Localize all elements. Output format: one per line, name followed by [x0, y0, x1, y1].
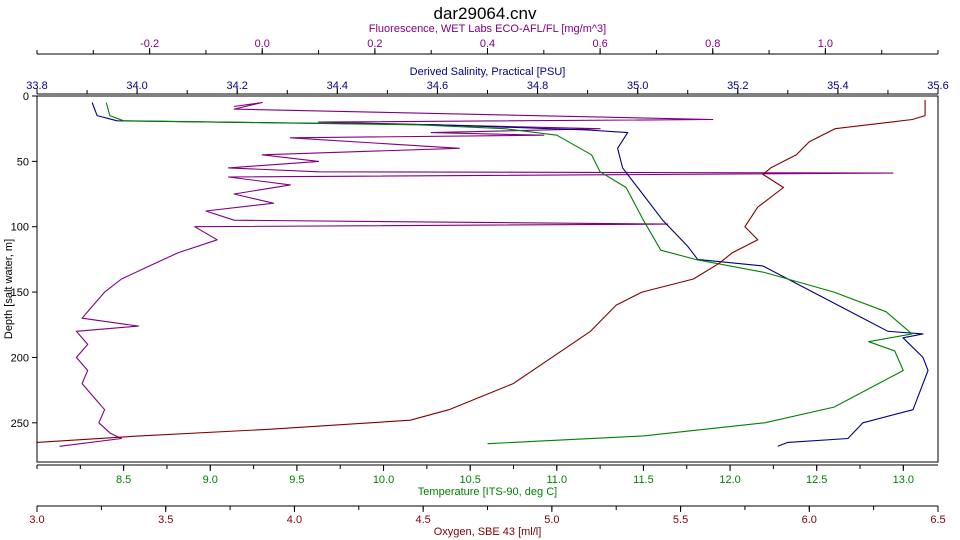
oxygen-axis-title: Oxygen, SBE 43 [ml/l] — [434, 526, 542, 538]
plot-area-frame — [36, 95, 939, 463]
oxygen-tick-label: 5.5 — [673, 514, 688, 526]
oxygen-profile-line — [36, 99, 926, 443]
fluorescence-tick-label: -0.2 — [140, 38, 159, 50]
temperature-tick-label: 9.0 — [203, 474, 218, 486]
oxygen-tick-label: 4.0 — [287, 514, 302, 526]
oxygen-tick-label: 6.5 — [930, 514, 945, 526]
fluorescence-tick-label: 0.0 — [255, 38, 270, 50]
temperature-axis-title: Temperature [ITS-90, deg C] — [418, 486, 557, 498]
temperature-tick-label: 10.0 — [373, 474, 394, 486]
temperature-tick-label: 11.5 — [633, 474, 654, 486]
salinity-tick-label: 34.0 — [126, 80, 147, 92]
salinity-tick-label: 35.2 — [727, 80, 748, 92]
fluorescence-axis-title: Fluorescence, WET Labs ECO-AFL/FL [mg/m^… — [369, 23, 606, 35]
temperature-tick-label: 8.5 — [116, 474, 131, 486]
temperature-tick-label: 12.0 — [719, 474, 740, 486]
y-tick-label: 250 — [11, 418, 29, 430]
salinity-profile-line — [91, 102, 929, 447]
fluorescence-profile-line — [59, 101, 894, 447]
salinity-tick-label: 34.2 — [227, 80, 248, 92]
oxygen-tick-label: 3.0 — [29, 514, 44, 526]
temperature-tick-label: 11.0 — [547, 474, 568, 486]
salinity-tick-label: 35.4 — [827, 80, 848, 92]
oxygen-tick-label: 4.5 — [415, 514, 430, 526]
fluorescence-tick-label: 0.2 — [367, 38, 382, 50]
salinity-tick-label: 34.8 — [527, 80, 548, 92]
fluorescence-tick-label: 1.0 — [818, 38, 833, 50]
chart-title: dar29064.cnv — [433, 4, 537, 23]
y-tick-label: 0 — [23, 91, 29, 103]
salinity-tick-label: 34.6 — [427, 80, 448, 92]
salinity-tick-label: 35.6 — [927, 80, 948, 92]
fluorescence-tick-label: 0.4 — [480, 38, 495, 50]
temperature-profile-line — [105, 102, 913, 445]
y-tick-label: 150 — [11, 287, 29, 299]
salinity-tick-label: 34.4 — [327, 80, 348, 92]
temperature-tick-label: 13.0 — [893, 474, 914, 486]
temperature-tick-label: 9.5 — [289, 474, 304, 486]
oxygen-tick-label: 6.0 — [802, 514, 817, 526]
y-tick-label: 50 — [17, 156, 29, 168]
salinity-tick-label: 33.8 — [26, 80, 47, 92]
oxygen-tick-label: 5.0 — [544, 514, 559, 526]
temperature-tick-label: 12.5 — [806, 474, 827, 486]
salinity-tick-label: 35.0 — [627, 80, 648, 92]
y-axis-label: Depth [salt water, m] — [3, 239, 15, 339]
salinity-axis-title: Derived Salinity, Practical [PSU] — [410, 66, 566, 78]
series-layer — [36, 99, 929, 447]
fluorescence-tick-label: 0.6 — [592, 38, 607, 50]
oxygen-tick-label: 3.5 — [158, 514, 173, 526]
y-tick-label: 200 — [11, 352, 29, 364]
fluorescence-tick-label: 0.8 — [705, 38, 720, 50]
y-tick-label: 100 — [11, 222, 29, 234]
temperature-tick-label: 10.5 — [459, 474, 480, 486]
axes-layer: 0 50 100 150 200 250 Depth [salt water, m] -0.2… — [3, 23, 949, 538]
